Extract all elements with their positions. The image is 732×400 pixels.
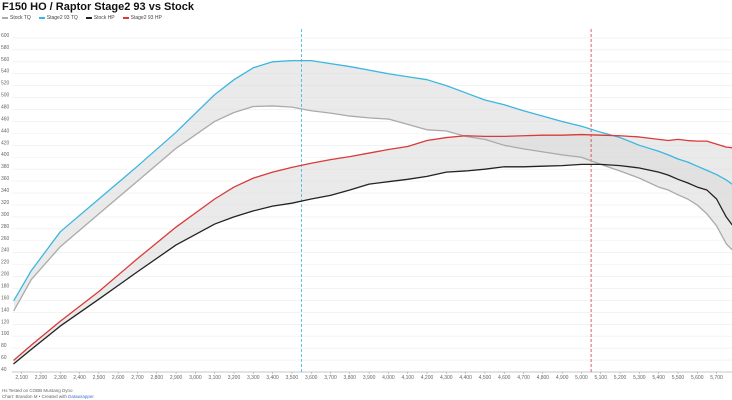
x-tick-label: 2,500 (93, 375, 106, 380)
stage2-tq-line (13, 59, 732, 302)
dyno-chart: 40 60 80 100 120 140 160 180 200 220 240 260 280 300 3… (1, 29, 732, 380)
y-tick-label: 600 (1, 33, 10, 39)
y-tick-label: 500 (1, 93, 10, 99)
y-tick-label: 480 (1, 105, 10, 111)
legend-item-stage2-tq: Stage2 93 TQ (38, 15, 78, 21)
y-tick-label: 420 (1, 140, 10, 146)
x-tick-label: 2,800 (151, 375, 164, 380)
y-tick-label: 160 (1, 295, 10, 301)
x-tick-label: 3,300 (247, 375, 260, 380)
x-tick-label: 5,700 (710, 375, 723, 380)
y-tick-label: 400 (1, 152, 10, 158)
x-tick-label: 4,800 (537, 375, 550, 380)
x-tick-label: 3,400 (266, 375, 279, 380)
stock-tq-line (13, 105, 732, 312)
x-tick-label: 3,800 (344, 375, 357, 380)
y-tick-label: 280 (1, 224, 10, 230)
footer-credit-link[interactable]: Datawrapper (68, 394, 94, 399)
legend-label-stock-hp: Stock HP (93, 15, 115, 21)
y-tick-label: 380 (1, 164, 10, 170)
y-tick-label: 340 (1, 188, 10, 194)
footer-credit-prefix: Chart: Brandon M • Created with (2, 394, 67, 399)
y-tick-label: 320 (1, 200, 10, 206)
x-tick-label: 5,500 (672, 375, 685, 380)
chart-title: F150 HO / Raptor Stage2 93 vs Stock (2, 1, 194, 13)
x-tick-label: 4,400 (459, 375, 472, 380)
x-tick-label: 3,900 (363, 375, 376, 380)
y-tick-label: 100 (1, 331, 10, 337)
legend-swatch-stage2-tq (38, 17, 45, 19)
stock-hp-line (13, 163, 732, 365)
y-tick-label: 220 (1, 260, 10, 266)
legend-label-stock-tq: Stock TQ (10, 15, 31, 21)
chart-legend: Stock TQ Stage2 93 TQ Stock HP Stage2 93… (2, 15, 162, 21)
legend-item-stock-hp: Stock HP (85, 15, 115, 21)
x-tick-label: 4,200 (421, 375, 434, 380)
x-tick-label: 3,100 (208, 375, 221, 380)
x-tick-label: 3,600 (305, 375, 318, 380)
y-tick-label: 240 (1, 248, 10, 254)
x-tick-label: 4,500 (479, 375, 492, 380)
x-tick-label: 5,400 (652, 375, 665, 380)
y-tick-label: 440 (1, 128, 10, 134)
legend-swatch-stock-tq (2, 17, 8, 19)
x-tick-label: 5,200 (614, 375, 627, 380)
tq-gain-area (13, 60, 732, 311)
x-tick-label: 4,600 (498, 375, 511, 380)
y-tick-label: 140 (1, 307, 10, 313)
legend-label-stage2-hp: Stage2 93 HP (130, 15, 162, 21)
x-tick-label: 5,000 (575, 375, 588, 380)
legend-item-stage2-hp: Stage2 93 HP (122, 15, 162, 21)
stage2-hp-line (13, 133, 732, 361)
y-tick-label: 80 (1, 343, 7, 349)
x-tick-label: 3,200 (228, 375, 241, 380)
y-tick-label: 200 (1, 272, 10, 278)
x-tick-label: 2,700 (131, 375, 144, 380)
y-tick-label: 540 (1, 69, 10, 75)
x-tick-label: 2,900 (170, 375, 183, 380)
x-tick-label: 3,500 (286, 375, 299, 380)
x-tick-label: 2,200 (35, 375, 48, 380)
x-tick-label: 4,000 (382, 375, 395, 380)
x-tick-label: 5,300 (633, 375, 646, 380)
x-tick-label: 4,700 (517, 375, 530, 380)
x-tick-label: 5,600 (691, 375, 704, 380)
x-tick-label: 4,100 (401, 375, 414, 380)
legend-swatch-stock-hp (85, 17, 92, 19)
y-tick-label: 60 (1, 355, 7, 361)
x-tick-label: 2,400 (73, 375, 86, 380)
y-tick-label: 120 (1, 319, 10, 325)
legend-label-stage2-tq: Stage2 93 TQ (46, 15, 78, 21)
x-tick-label: 4,900 (556, 375, 569, 380)
x-tick-label: 3,700 (324, 375, 337, 380)
y-tick-label: 360 (1, 176, 10, 182)
y-tick-label: 520 (1, 81, 10, 87)
legend-swatch-stage2-hp (122, 17, 129, 19)
legend-item-stock-tq: Stock TQ (2, 15, 31, 21)
footer-credit: Chart: Brandon M • Created with Datawrap… (2, 394, 94, 399)
x-tick-label: 5,100 (594, 375, 607, 380)
x-tick-label: 2,300 (54, 375, 67, 380)
y-tick-label: 560 (1, 57, 10, 63)
y-tick-label: 180 (1, 283, 10, 289)
x-tick-label: 2,600 (112, 375, 125, 380)
hp-gain-area (13, 134, 732, 364)
x-tick-label: 4,300 (440, 375, 453, 380)
y-tick-label: 300 (1, 212, 10, 218)
y-tick-label: 260 (1, 236, 10, 242)
x-tick-label: 2,100 (15, 375, 28, 380)
y-tick-label: 580 (1, 45, 10, 51)
footer-note: Hs Tested on COBB Mustang Dyno (2, 388, 73, 393)
y-tick-label: 40 (1, 367, 7, 373)
y-tick-label: 460 (1, 116, 10, 122)
x-tick-label: 3,000 (189, 375, 202, 380)
